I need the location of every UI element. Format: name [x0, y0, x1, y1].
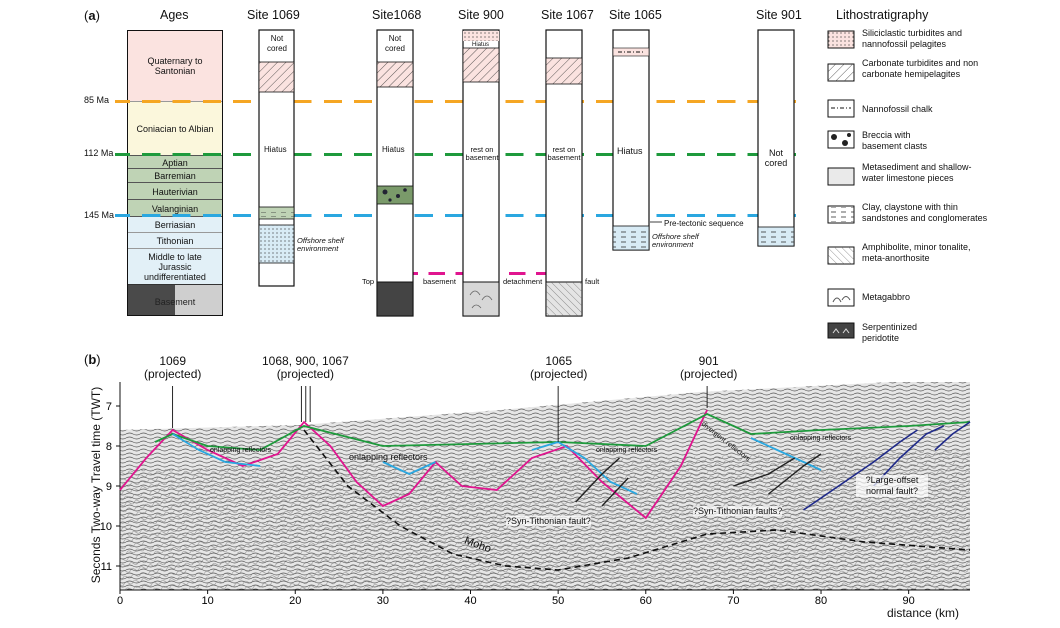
fault-line-3 — [768, 453, 822, 495]
ages-title: Ages — [160, 8, 189, 22]
age-basement: Basement — [128, 284, 222, 315]
site-label-1069: 1069 (projected) — [144, 354, 202, 381]
ma-85: 85 Ma — [84, 95, 110, 105]
site-1068-top: Top — [362, 277, 375, 286]
site-1065-hiatus: Hiatus — [617, 146, 643, 156]
site-900-hiatus-small: Hiatus — [472, 42, 490, 48]
annot-onlap-1: onlapping reflectors — [210, 447, 272, 454]
x-tick-label: 20 — [289, 595, 301, 607]
site-1068-breccia — [376, 185, 414, 205]
age-quaternary: Quaternary to Santonian — [128, 31, 222, 101]
x-tick-label: 40 — [464, 595, 476, 607]
site-901-column — [757, 29, 795, 247]
x-tick-label: 70 — [727, 595, 739, 607]
label-detachment: detachment — [503, 277, 543, 286]
site-1069-not-cored: Not cored — [266, 34, 287, 53]
site-1069-offshore: Offshore shelf environment — [297, 236, 344, 253]
blue-reflector-3 — [750, 437, 822, 471]
y-tick-label: 7 — [106, 401, 112, 413]
line-85ma — [115, 100, 805, 103]
site-901-not-cored: Not cored — [764, 148, 788, 168]
panel-a-label: (a) — [84, 8, 100, 23]
site-label-1065: 1065 (projected) — [530, 354, 588, 381]
navy-fault-0 — [803, 429, 918, 511]
x-tick-label: 0 — [117, 595, 123, 607]
annot-onlap-3: onlapping reflectors — [596, 447, 658, 454]
annot-onlap-2: onlapping reflectors — [349, 452, 428, 462]
ages-column: Quaternary to Santonian Coniacian to Alb… — [127, 30, 223, 316]
y-tick-label: 9 — [106, 481, 112, 493]
label-basement: basement — [423, 277, 456, 286]
legend-swatch-peridotite — [827, 322, 855, 339]
site-1068-peridotite — [376, 281, 414, 317]
site-label-901: 901 (projected) — [680, 354, 738, 381]
site-1065-column — [612, 29, 650, 251]
site-900-title: Site 900 — [458, 8, 504, 22]
fault-line-0 — [575, 457, 620, 503]
age-hauterivian: Hauterivian — [128, 182, 222, 200]
age-middle-late-jurassic: Middle to late Jurassic undifferentiated — [128, 248, 222, 285]
site-900-metagabbro — [462, 281, 500, 317]
blue-reflector-1 — [382, 461, 436, 475]
legend-swatch-metagabbro — [827, 288, 855, 307]
x-tick-label: 50 — [552, 595, 564, 607]
site-1065-title: Site 1065 — [609, 8, 662, 22]
navy-fault-2 — [934, 421, 971, 451]
annot-onlap-4: onlapping reflectors — [790, 435, 852, 442]
legend-swatch-metasediment — [827, 167, 855, 186]
site-1068-title: Site1068 — [372, 8, 422, 22]
x-axis-title: distance (km) — [887, 606, 960, 620]
age-barremian: Barremian — [128, 168, 222, 183]
legend-title: Lithostratigraphy — [836, 8, 929, 22]
panel-a-graphics — [258, 29, 855, 339]
annot-divergent: divergent reflectors — [699, 420, 752, 463]
site-1069-hiatus: Hiatus — [264, 145, 287, 154]
x-tick-label: 60 — [640, 595, 652, 607]
age-coniacian: Coniacian to Albian — [128, 101, 222, 156]
age-valanginian: Valanginian — [128, 199, 222, 217]
x-tick-label: 30 — [377, 595, 389, 607]
fault-line-2 — [733, 457, 796, 487]
site-1065-pretectonic: Pre-tectonic sequence — [664, 219, 744, 228]
annot-syn-tithonian-fault: ?Syn-Tithonian fault? — [506, 516, 591, 526]
site-1065-offshore: Offshore shelf environment — [652, 232, 699, 249]
annot-large-offset: ?Large-offset normal fault? — [856, 475, 928, 497]
age-tithonian: Tithonian — [128, 232, 222, 249]
line-112ma — [115, 153, 805, 156]
site-label-1068: 1068, 900, 1067 (projected) — [262, 354, 349, 381]
x-tick-label: 80 — [815, 595, 827, 607]
annot-moho: Moho — [462, 534, 493, 556]
series-line-1 — [154, 412, 971, 451]
site-1067-title: Site 1067 — [541, 8, 594, 22]
y-axis-title: Seconds Two-way Travel time (TWT) — [89, 386, 103, 584]
panel-b-label: (b) — [84, 352, 101, 367]
label-fault: fault — [585, 277, 600, 286]
site-1068-hiatus: Hiatus — [382, 145, 405, 154]
site-1069-title: Site 1069 — [247, 8, 300, 22]
series-line-0 — [119, 409, 708, 520]
ma-112: 112 Ma — [84, 148, 114, 158]
site-1067-rest: rest on basement — [547, 145, 581, 162]
annot-syn-tithonian-faults: ?Syn-Tithonian faults? — [693, 506, 783, 516]
ma-145: 145 Ma — [84, 210, 115, 220]
site-901-title: Site 901 — [756, 8, 802, 22]
site-1068-not-cored: Not cored — [384, 34, 405, 53]
line-145ma — [115, 214, 805, 217]
site-900-rest: rest on basement — [465, 145, 499, 162]
y-tick-label: 8 — [106, 441, 112, 453]
x-tick-label: 10 — [202, 595, 214, 607]
fault-line-1 — [601, 477, 629, 507]
